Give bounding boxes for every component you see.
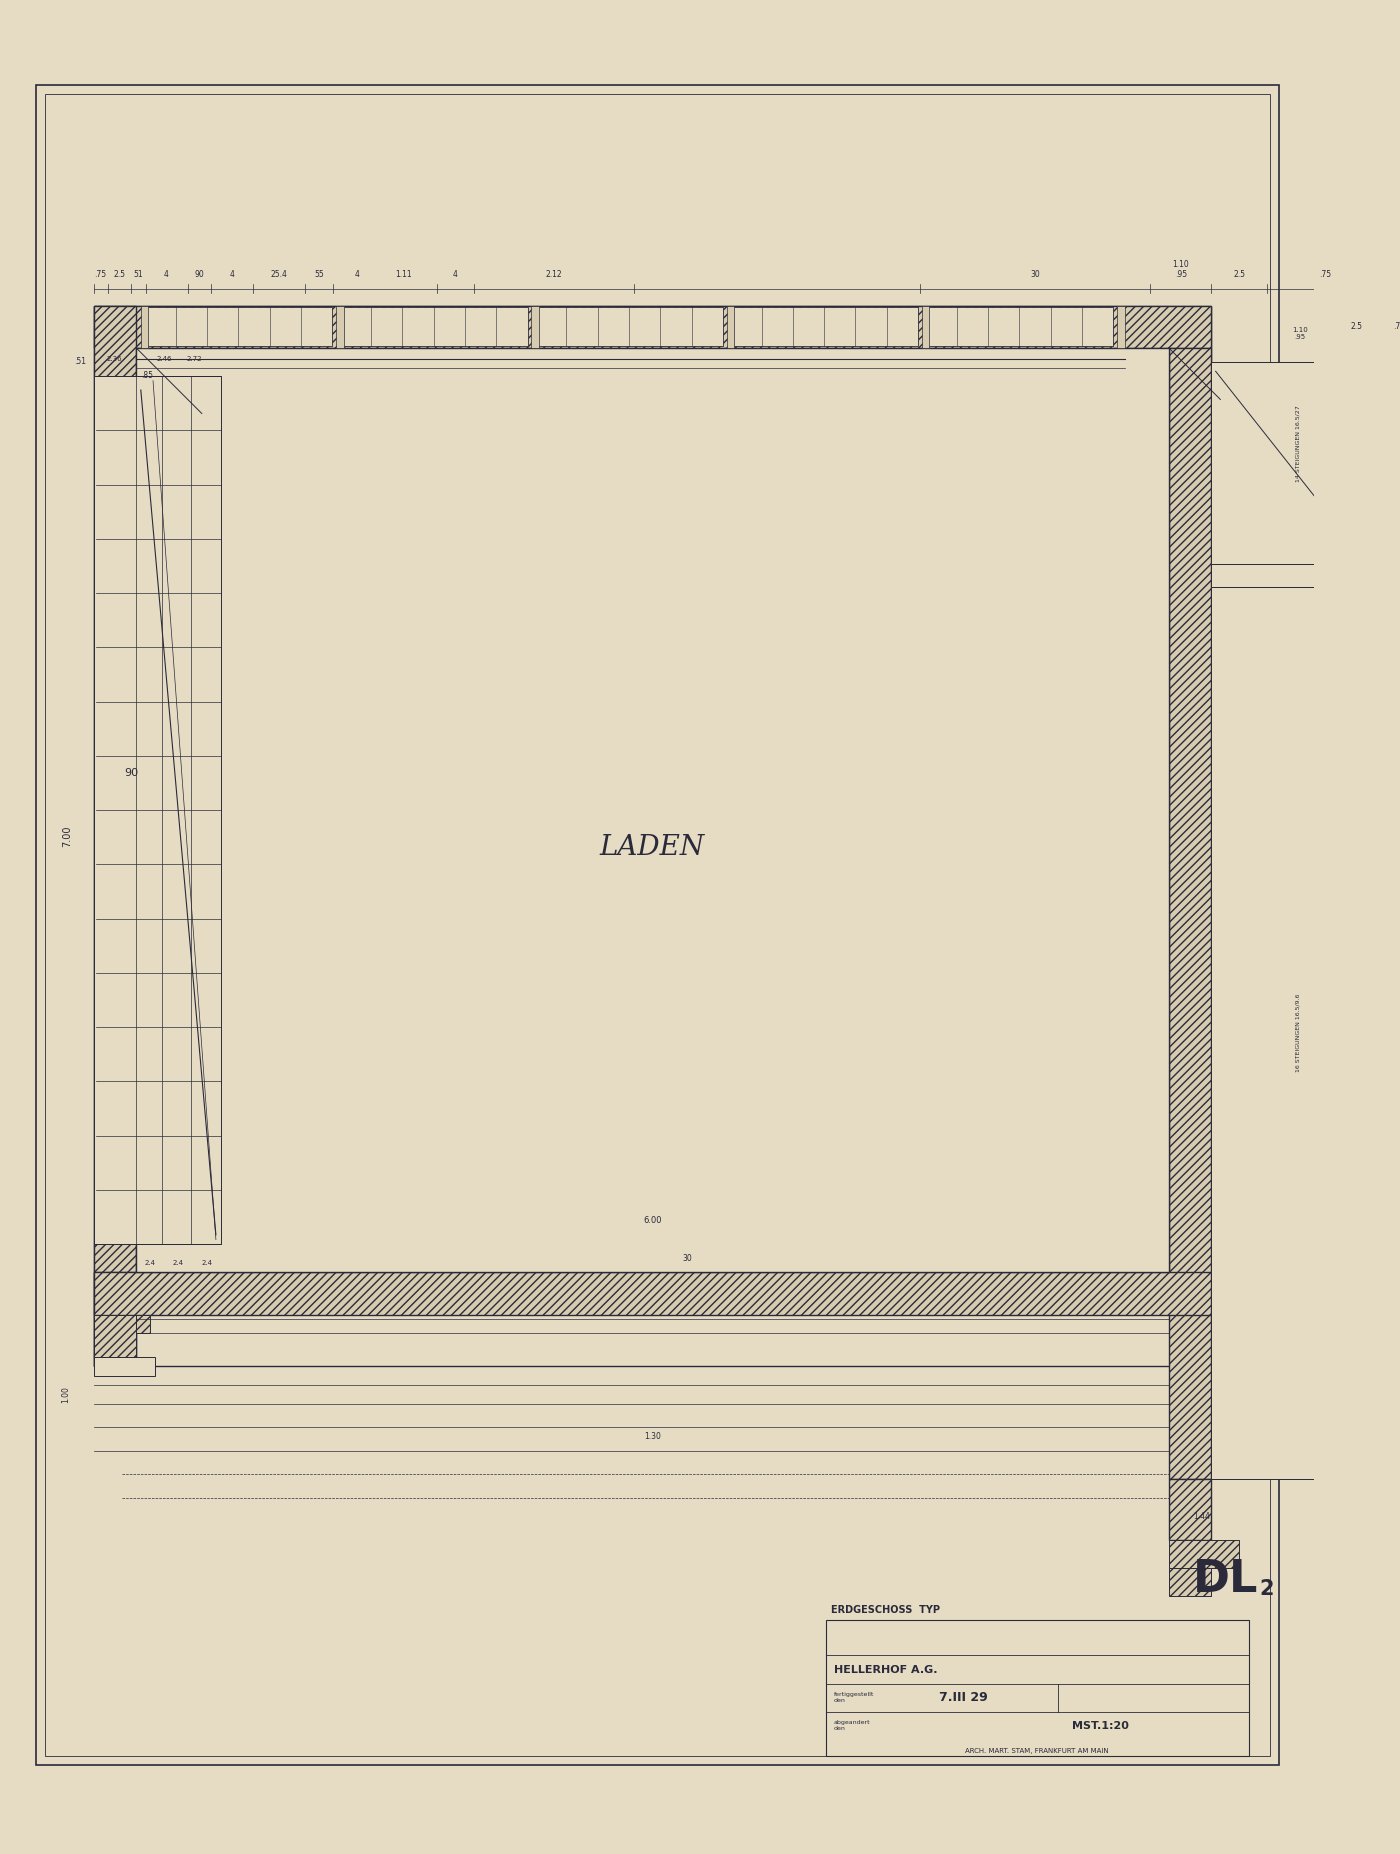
Text: 2.12: 2.12	[546, 271, 563, 280]
Bar	[731, 308, 918, 347]
Text: 90: 90	[195, 271, 204, 280]
Text: LADEN: LADEN	[599, 834, 706, 860]
Text: ERDGESCHOSS  TYP: ERDGESCHOSS TYP	[830, 1606, 939, 1615]
Bar	[1211, 564, 1385, 588]
Text: 1.10
.95: 1.10 .95	[1292, 326, 1308, 341]
Text: 30: 30	[683, 1253, 693, 1263]
Text: .85: .85	[141, 371, 154, 380]
Text: 1.10
.95: 1.10 .95	[1173, 260, 1189, 280]
Text: 2.36: 2.36	[106, 356, 122, 362]
Text: .51: .51	[74, 358, 85, 367]
Text: 7.III 29: 7.III 29	[939, 1691, 987, 1704]
Text: 2.5: 2.5	[1351, 323, 1362, 332]
Text: 2.4: 2.4	[172, 1261, 183, 1266]
Bar	[532, 306, 539, 349]
Text: 4: 4	[354, 271, 360, 280]
Bar	[144, 308, 332, 347]
Text: 16 STEIGUNGEN 16.5/9.6: 16 STEIGUNGEN 16.5/9.6	[1295, 994, 1301, 1072]
Bar	[336, 306, 343, 349]
Bar	[94, 306, 1211, 349]
Text: 2.4: 2.4	[144, 1261, 155, 1266]
Text: 14 STEIGUNGEN 16.5/27: 14 STEIGUNGEN 16.5/27	[1295, 406, 1301, 482]
Bar	[94, 306, 1211, 1366]
Text: 2.5: 2.5	[113, 271, 125, 280]
Text: 90: 90	[125, 768, 139, 777]
Bar	[94, 1272, 136, 1366]
Text: HELLERHOF A.G.: HELLERHOF A.G.	[833, 1665, 937, 1674]
Bar	[94, 1314, 150, 1333]
Bar	[94, 1357, 155, 1376]
Bar	[1117, 306, 1124, 349]
Bar	[136, 349, 1169, 1272]
Text: 6.00: 6.00	[643, 1216, 662, 1225]
Text: 2: 2	[1260, 1580, 1274, 1600]
Bar	[1211, 362, 1385, 564]
Text: 55: 55	[314, 271, 323, 280]
Text: 51: 51	[133, 271, 143, 280]
Bar	[1169, 1541, 1239, 1568]
Text: 4: 4	[230, 271, 234, 280]
Text: 2.4: 2.4	[202, 1261, 211, 1266]
Text: 2.72: 2.72	[186, 356, 202, 362]
Bar	[94, 376, 221, 1244]
Text: DL: DL	[1193, 1557, 1257, 1602]
Text: MST.1:20: MST.1:20	[1072, 1721, 1130, 1732]
Bar	[727, 306, 734, 349]
Bar	[1169, 1479, 1211, 1541]
Text: fertiggestellt
den: fertiggestellt den	[833, 1693, 874, 1704]
Text: 2.5: 2.5	[1233, 271, 1245, 280]
Text: 1.11: 1.11	[395, 271, 412, 280]
Text: .75: .75	[1319, 271, 1331, 280]
Bar	[826, 1620, 1249, 1756]
Text: 2.46: 2.46	[157, 356, 172, 362]
Text: .75: .75	[1393, 323, 1400, 332]
Text: 1.44: 1.44	[1193, 1513, 1210, 1520]
Bar	[94, 306, 136, 1366]
Bar	[535, 308, 722, 347]
Text: 4: 4	[164, 271, 168, 280]
Bar	[94, 1272, 1211, 1314]
Bar	[1211, 588, 1385, 1479]
Bar	[141, 306, 148, 349]
Bar	[94, 1314, 136, 1357]
Text: 1.30: 1.30	[644, 1433, 661, 1441]
Bar	[1169, 349, 1211, 1479]
Text: 4: 4	[452, 271, 458, 280]
Text: 25.4: 25.4	[270, 271, 287, 280]
Text: abgeandert
den: abgeandert den	[833, 1721, 871, 1732]
Text: 30: 30	[1030, 271, 1040, 280]
Text: ARCH. MART. STAM, FRANKFURT AM MAIN: ARCH. MART. STAM, FRANKFURT AM MAIN	[966, 1748, 1109, 1754]
Bar	[340, 308, 528, 347]
Text: 7.00: 7.00	[63, 825, 73, 847]
Text: 1.00: 1.00	[62, 1387, 70, 1403]
Bar	[1169, 1568, 1211, 1596]
Bar	[921, 306, 930, 349]
Text: .75: .75	[94, 271, 106, 280]
Bar	[925, 308, 1113, 347]
